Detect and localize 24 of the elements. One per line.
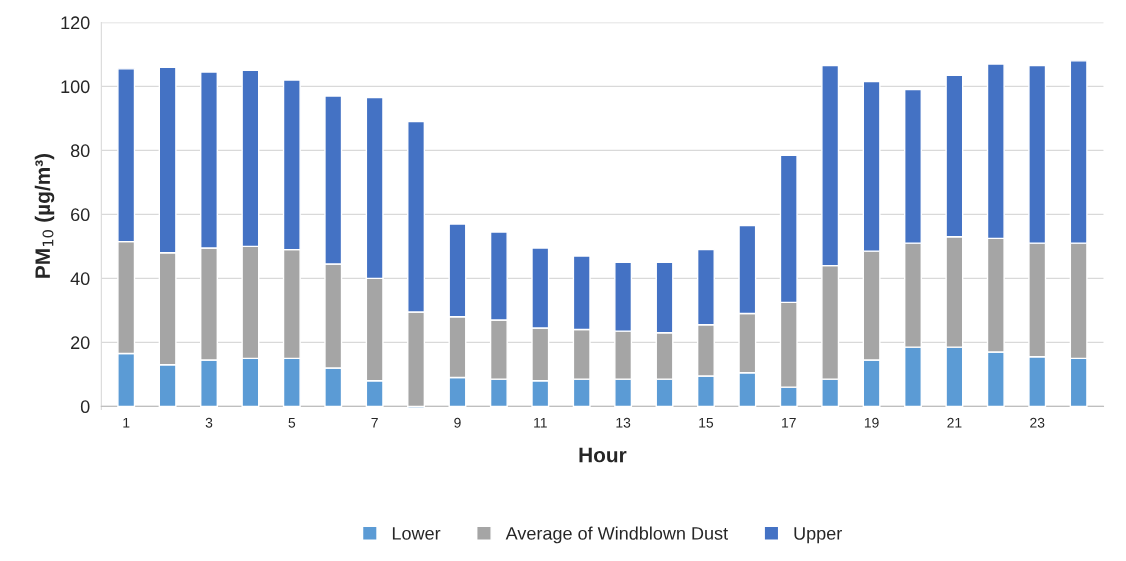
x-tick-label: 5 (288, 417, 296, 428)
y-tick-label: 0 (80, 400, 90, 414)
y-tick-label: 20 (71, 336, 90, 350)
x-tick-label: 13 (616, 417, 631, 428)
x-tick-label: 9 (454, 417, 461, 428)
x-tick-label: 3 (205, 417, 213, 428)
y-tick-label: 40 (70, 272, 90, 286)
y-tick-label: 80 (70, 144, 90, 158)
x-axis-title: Hour (579, 447, 627, 463)
x-tick-label: 21 (947, 417, 962, 428)
x-tick-label: 17 (782, 417, 796, 428)
legend-label: Average of Windblown Dust (505, 526, 728, 544)
x-tick-label: 23 (1030, 417, 1045, 428)
x-tick-label: 1 (123, 417, 130, 428)
y-axis-title: PM$_{10}$ (µg/m³) (34, 153, 55, 278)
x-tick-label: 15 (699, 417, 714, 428)
x-tick-label: 19 (864, 417, 879, 428)
legend-label: Lower (392, 527, 441, 540)
y-tick-label: 60 (71, 208, 90, 222)
legend-label: Upper (794, 527, 842, 544)
x-tick-label: 11 (534, 417, 547, 428)
x-tick-label: 7 (371, 417, 378, 428)
y-tick-label: 100 (61, 80, 90, 94)
y-tick-label: 120 (61, 16, 90, 30)
